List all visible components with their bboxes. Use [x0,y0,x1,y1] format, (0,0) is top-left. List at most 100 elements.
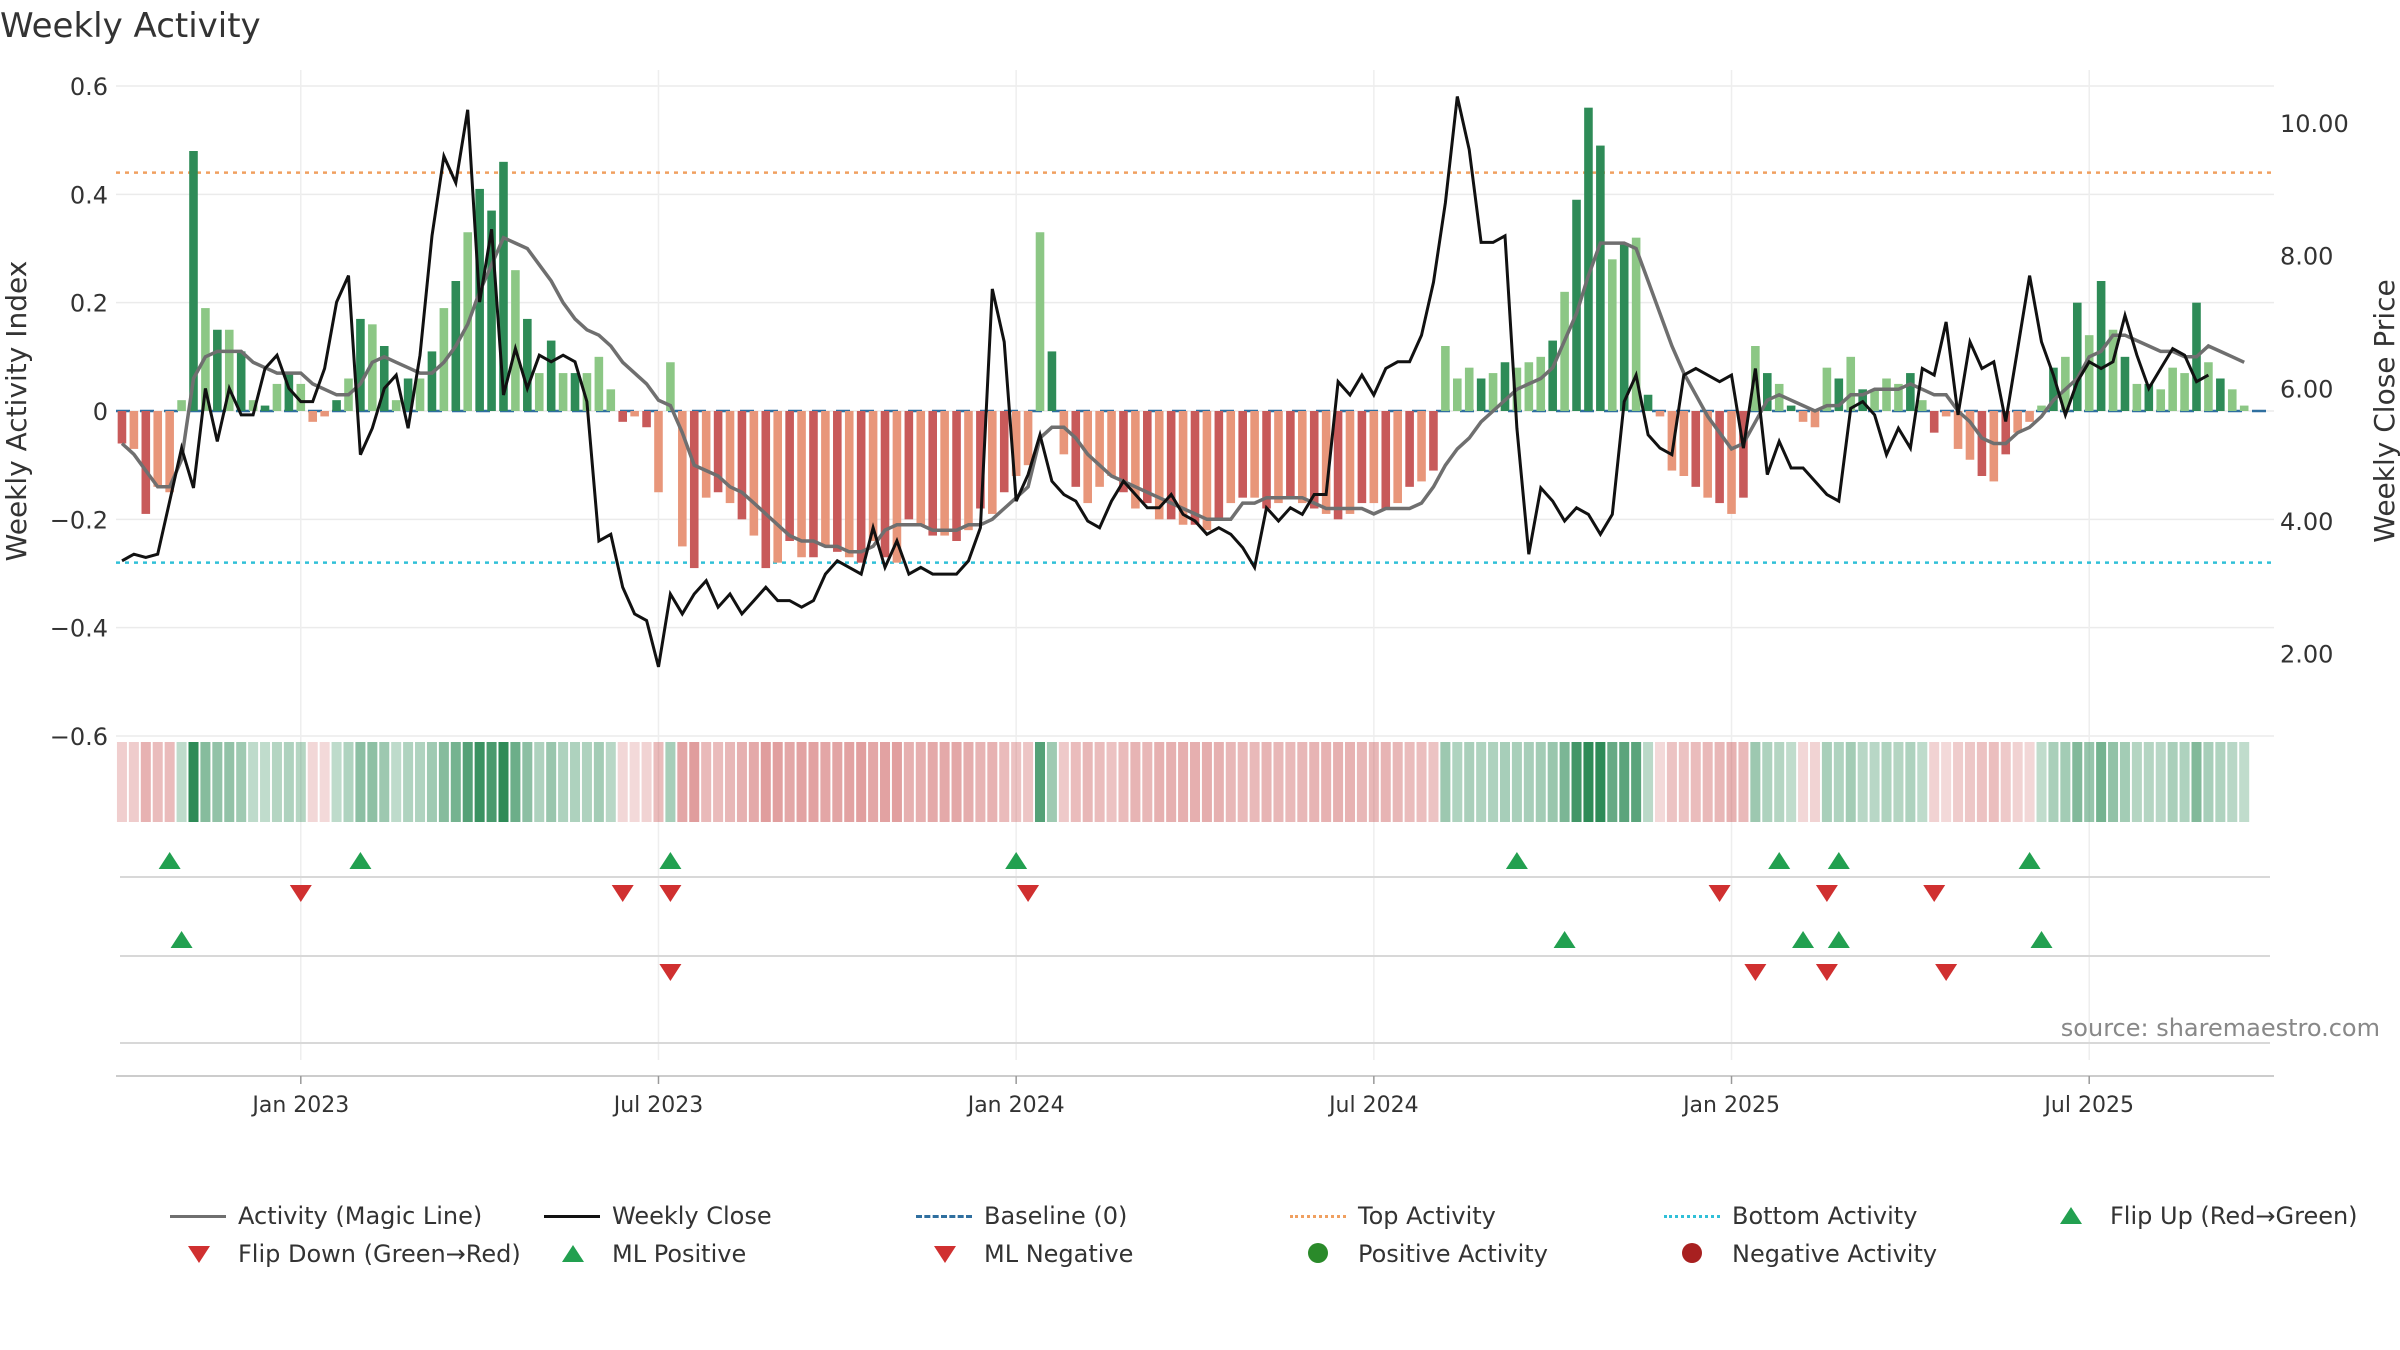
heat-cell [2024,742,2035,822]
legend-label: ML Positive [612,1240,747,1268]
activity-bar [618,411,628,422]
heat-cell [689,742,700,822]
activity-bar [856,411,866,563]
heat-cell [2143,742,2154,822]
x-tick-label: Jul 2025 [2042,1093,2134,1118]
activity-bar [1548,340,1557,411]
heat-cell [343,742,354,822]
heat-cell [462,742,473,822]
heat-cell [1142,742,1153,822]
legend-item-ml-negative: ML Negative [912,1240,1133,1268]
heat-cell [1130,742,1141,822]
activity-bar [213,329,222,411]
activity-bar [713,411,723,493]
activity-bar [1655,411,1665,417]
activity-bar [701,411,711,498]
activity-bar [141,411,151,514]
legend-item-magic-line: Activity (Magic Line) [166,1202,482,1230]
heat-cell [2155,742,2166,822]
activity-bar [1500,362,1510,411]
ml-positive-marker [1553,931,1576,948]
heat-cell [2084,742,2095,822]
heat-cell [510,742,521,822]
activity-bar [642,411,651,428]
activity-bar [1977,411,1987,476]
activity-bar [1154,411,1164,520]
activity-bar [1047,351,1057,411]
activity-bar [1989,411,1999,482]
activity-bar [2061,356,2070,411]
heat-cell [653,742,664,822]
activity-bar [1882,378,1891,411]
heat-cell [832,742,843,822]
circle-icon [1286,1243,1350,1264]
heat-cell [629,742,640,822]
activity-bar [1965,411,1975,460]
activity-bar [1369,411,1379,504]
heat-cell [1166,742,1177,822]
heat-cell [2179,742,2190,822]
heat-cell [1607,742,1618,822]
activity-bar [809,411,818,558]
heat-cell [391,742,402,822]
activity-bar [2084,335,2094,411]
axes: 0.6 0.4 0.2 0 −0.2 −0.4 −0.6 10.00 8.00 6.00 4.00 2… [0,73,2400,1118]
activity-bar [2132,383,2142,411]
activity-bar [785,411,794,541]
activity-bar [1906,373,1915,411]
heat-cell [1488,742,1499,822]
activity-bar [1214,411,1224,520]
activity-bar [1405,411,1414,487]
activity-bar [1584,107,1593,412]
heat-cell [2131,742,2142,822]
legend-label: Baseline (0) [984,1202,1128,1230]
activity-bar [117,411,127,444]
heat-cell [1368,742,1379,822]
heat-cell [2048,742,2059,822]
heat-cell [1344,742,1356,822]
heat-cell [1201,742,1212,822]
activity-bar [1417,411,1426,482]
activity-bar [379,346,389,411]
activity-bar [1262,411,1271,509]
flip-up-marker [659,852,682,869]
dotted-line-icon [1660,1206,1724,1226]
heat-cell [1464,742,1475,822]
y-tick-label-left: 0.6 [70,73,108,101]
heat-cell [1046,742,1057,822]
heat-cell [1905,742,1916,822]
heat-cell [1726,742,1737,822]
activity-bar [1870,389,1879,411]
flip-down-marker [1708,885,1731,902]
activity-bar [1250,411,1259,498]
heat-cell [295,742,306,822]
flip-up-marker [1827,852,1850,869]
heat-cell [152,742,163,822]
heat-cell [1821,742,1832,822]
activity-heat-strip [116,742,2250,822]
heat-cell [2108,742,2119,822]
heat-cell [1440,742,1451,822]
activity-bar [1941,411,1951,417]
heat-cell [415,742,426,822]
activity-bar [320,411,329,417]
heat-cell [271,742,282,822]
activity-bar [904,411,914,520]
heat-cell [1023,742,1034,822]
heat-cell [1499,742,1510,822]
activity-bar [523,318,532,411]
heat-cell [1106,742,1117,822]
activity-bar [1381,411,1391,509]
triangle-up-icon [2038,1206,2102,1226]
flip-down-marker [1815,885,1838,902]
heat-cell [951,742,962,822]
activity-bar [1894,383,1903,411]
y-tick-label-right: 10.00 [2280,110,2349,138]
heat-cell [868,742,879,822]
activity-bar [1453,378,1462,411]
flip-up-marker [349,852,372,869]
heat-cell [1285,742,1296,822]
activity-bar [1953,411,1963,449]
heat-cell [1178,742,1189,822]
